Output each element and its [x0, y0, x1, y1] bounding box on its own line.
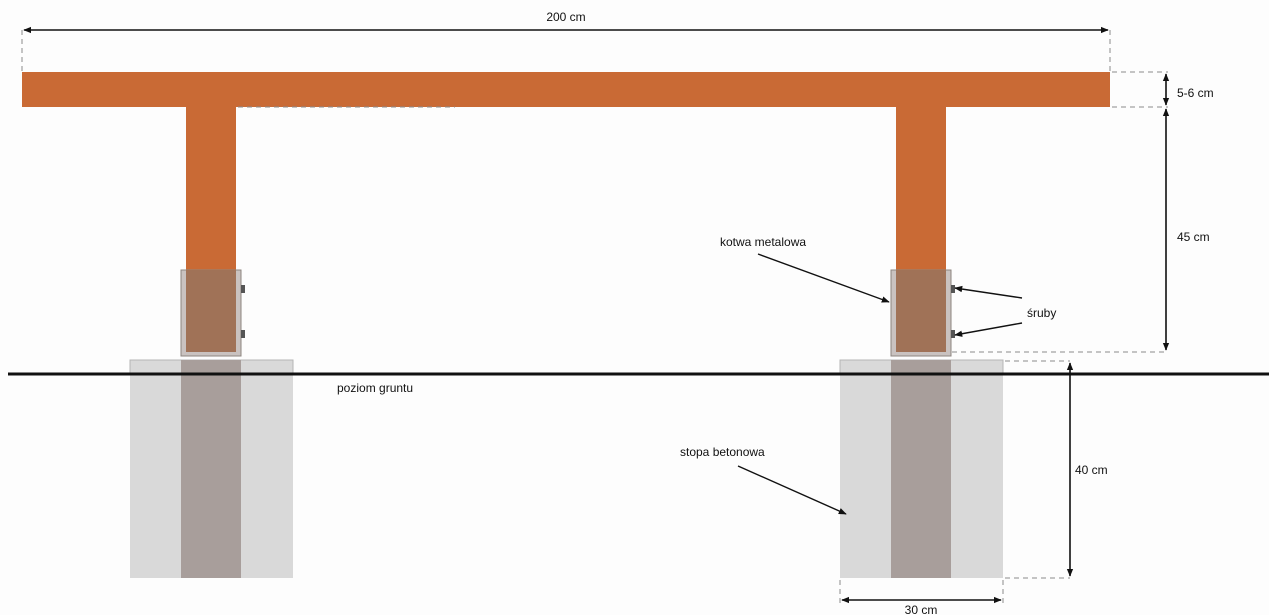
bolt-right-bottom [951, 330, 955, 338]
anchor-right-post [896, 270, 946, 352]
anchor-label: kotwa metalowa [720, 235, 806, 249]
bolt-right-top [951, 285, 955, 293]
dim-length-label: 200 cm [546, 10, 585, 24]
leader-bolt-bottom [954, 322, 1023, 337]
bolt-left-top [241, 285, 245, 293]
bolts-label: śruby [1027, 306, 1056, 320]
leader-arrows [737, 253, 1023, 515]
footing-left [129, 359, 294, 578]
dim-footing-width-label: 30 cm [905, 603, 938, 615]
footing-right [839, 359, 1004, 578]
dimension-arrows [23, 26, 1170, 604]
anchor-right [890, 269, 955, 357]
dim-footing-depth-label: 40 cm [1075, 463, 1108, 477]
footing-label: stopa betonowa [680, 445, 765, 459]
ground-level-label: poziom gruntu [337, 381, 413, 395]
anchor-left-post [186, 270, 236, 352]
leader-footing [737, 465, 847, 515]
seat-board [22, 72, 1110, 107]
dim-beam-label: 5-6 cm [1177, 86, 1214, 100]
post-left [186, 107, 236, 271]
leader-anchor [757, 253, 890, 303]
bolt-left-bottom [241, 330, 245, 338]
leader-bolt-top [954, 285, 1023, 299]
anchor-left [180, 269, 245, 357]
extension-lines [21, 30, 1168, 606]
dim-post-label: 45 cm [1177, 230, 1210, 244]
post-right [896, 107, 946, 271]
footing-left-buried-post [181, 360, 241, 578]
footing-right-buried-post [891, 360, 951, 578]
